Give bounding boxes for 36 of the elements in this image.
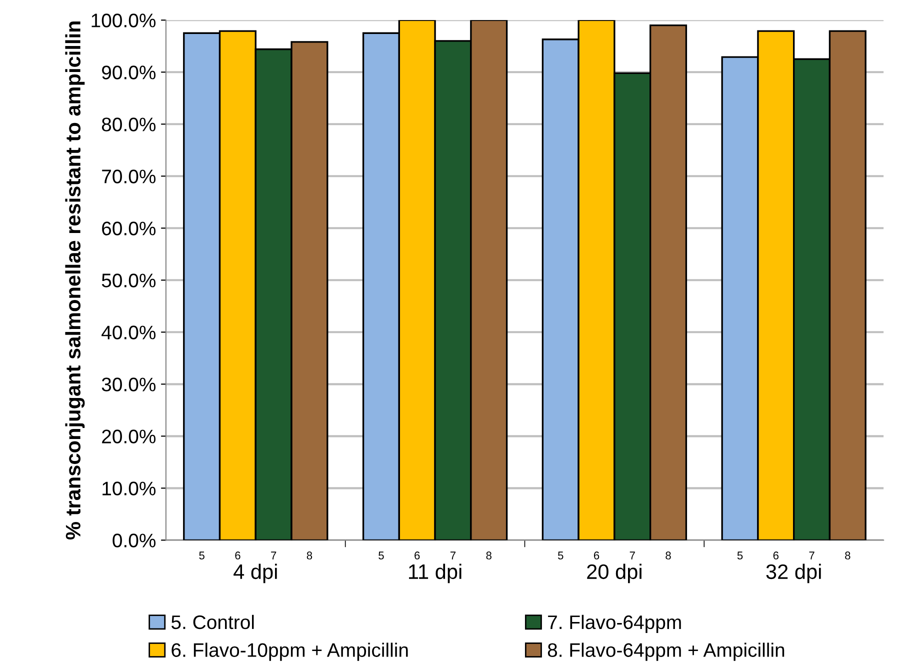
y-tick-label: 10.0% (102, 482, 156, 496)
text: 7 (271, 552, 276, 560)
x-tick-label: 20 dpi (587, 564, 642, 584)
y-tick-label: 50.0% (102, 274, 156, 288)
y-tick-label: 70.0% (102, 170, 156, 184)
y-tick-label: 40.0% (102, 326, 156, 340)
y-tick-label: 20.0% (102, 430, 156, 444)
legend-label: 8. Flavo-64ppm + Ampicillin (548, 642, 784, 661)
text: 6 (235, 552, 240, 560)
text: 6 (594, 552, 600, 560)
text: 7 (809, 552, 814, 560)
text: 5 (378, 552, 384, 560)
text: 8 (486, 552, 492, 560)
legend-label: 5. Control (171, 614, 254, 630)
y-tick-label: 90.0% (102, 66, 156, 80)
text: 8 (845, 552, 850, 560)
x-tick-label: 11 dpi (409, 564, 462, 584)
text: 8 (306, 552, 312, 560)
text: 6 (773, 552, 779, 560)
text: 8 (666, 552, 671, 560)
text: 5 (558, 552, 564, 560)
text: 7 (630, 552, 635, 560)
legend-label: 6. Flavo-10ppm + Ampicillin (172, 642, 408, 661)
x-tick-label: 32 dpi (766, 564, 821, 584)
text: 5 (737, 552, 743, 560)
x-tick-label: 4 dpi (234, 564, 277, 584)
legend-label: 7. Flavo-64ppm (548, 614, 681, 633)
y-tick-label: 80.0% (102, 118, 156, 132)
text: 6 (414, 552, 420, 560)
y-tick-label: 0.0% (112, 534, 156, 548)
y-tick-label: 60.0% (102, 222, 156, 236)
text: 7 (450, 552, 456, 560)
y-tick-label: 30.0% (102, 378, 156, 392)
y-axis-title: % transconjugant salmonellae resistant to ampicillin (65, 22, 85, 540)
y-tick-label: 100.0% (92, 14, 156, 28)
text: 5 (199, 552, 204, 560)
